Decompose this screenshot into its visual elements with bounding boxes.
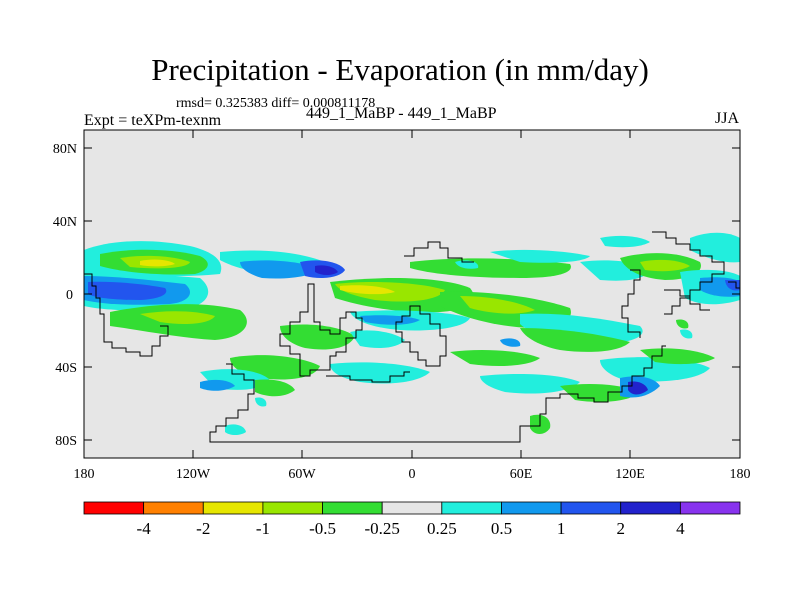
coastline-south-america	[209, 345, 666, 443]
lon-tick-label: 180	[74, 467, 95, 482]
anomaly-patch	[680, 329, 693, 339]
colorbar-swatch	[620, 501, 681, 515]
colorbar-label: -1	[256, 519, 270, 538]
anomaly-patch	[350, 330, 405, 348]
lat-tick-marks	[84, 147, 740, 441]
lat-tick-label: 40N	[53, 215, 77, 230]
anomaly-patch	[225, 424, 246, 435]
anomaly-patch	[88, 281, 167, 300]
anomaly-patch	[628, 381, 648, 395]
coastlines	[84, 231, 740, 443]
anomaly-patch	[690, 232, 740, 263]
colorbar-label: 4	[676, 519, 685, 538]
lat-tick-label: 80S	[55, 434, 77, 449]
lon-tick-label: 180	[730, 467, 751, 482]
anomaly-patch	[640, 259, 690, 272]
coastline-americas	[84, 273, 169, 357]
anomaly-patch	[200, 379, 235, 391]
experiment-label: Expt = teXPm-texnm	[84, 112, 222, 129]
lon-tick-marks	[192, 130, 631, 458]
lat-tick-label: 0	[66, 288, 73, 303]
plot-title: Precipitation - Evaporation (in mm/day)	[151, 52, 649, 87]
anomaly-patch	[676, 319, 689, 329]
anomaly-patch	[240, 260, 320, 279]
colorbar-label: 0.5	[491, 519, 512, 538]
colorbar-label: 2	[616, 519, 625, 538]
colorbar-swatch	[560, 501, 622, 515]
lon-tick-label: 0	[409, 467, 416, 482]
coastline-north	[404, 241, 474, 263]
colorbar-label: 0.25	[427, 519, 457, 538]
coastline-africa	[395, 305, 447, 367]
anomaly-patch	[255, 379, 295, 397]
colorbar-swatch	[381, 501, 443, 515]
anomaly-patch	[520, 328, 630, 352]
coastline-pacific-islands	[664, 289, 710, 311]
colorbar-swatch	[262, 501, 323, 515]
lon-tick-label: 60W	[288, 467, 316, 482]
anomaly-patch	[640, 348, 715, 365]
anomaly-patch	[280, 324, 355, 350]
anomaly-patch	[490, 249, 590, 263]
lon-tick-label: 120E	[615, 467, 645, 482]
anomaly-patch	[450, 350, 540, 366]
colorbar-label: -2	[196, 519, 210, 538]
colorbar-label: -0.5	[309, 519, 336, 538]
coastline-east-edge	[728, 281, 740, 289]
anomaly-patch	[600, 235, 650, 248]
run-label: 449_1_MaBP - 449_1_MaBP	[306, 105, 497, 122]
stats-label: rmsd= 0.325383 diff= 0.000811178	[176, 96, 376, 111]
lon-tick-label: 60E	[510, 467, 533, 482]
lon-tick-label: 120W	[176, 467, 211, 482]
colorbar-label: -4	[137, 519, 152, 538]
colorbar: -4 -2 -1 -0.5 -0.25 0.25 0.5 1 2 4	[83, 501, 741, 538]
colorbar-swatch	[83, 501, 145, 515]
lat-tick-label: 80N	[53, 142, 77, 157]
anomaly-patch	[360, 315, 420, 325]
colorbar-swatch	[441, 501, 502, 515]
lat-tick-label: 40S	[55, 361, 77, 376]
season-label: JJA	[715, 110, 740, 127]
coastline-north-east	[652, 231, 725, 315]
anomaly-patch	[410, 258, 571, 278]
anomaly-patch	[460, 296, 535, 314]
anomaly-field	[84, 232, 740, 435]
anomaly-patch	[500, 338, 521, 347]
anomaly-patch	[255, 397, 267, 407]
colorbar-swatch	[501, 501, 562, 515]
colorbar-swatch	[202, 501, 264, 515]
anomaly-patch	[315, 265, 338, 275]
coastline-south-shelf	[326, 371, 410, 383]
anomaly-patch	[140, 311, 215, 324]
colorbar-label: 1	[557, 519, 566, 538]
anomaly-patch	[140, 259, 175, 267]
colorbar-label: -0.25	[364, 519, 399, 538]
colorbar-swatch	[322, 501, 383, 515]
coastline-asia	[621, 269, 641, 338]
coastline-island	[279, 283, 363, 377]
anomaly-patch	[330, 362, 430, 384]
anomaly-patch	[340, 285, 395, 295]
colorbar-swatch	[143, 501, 204, 515]
anomaly-patch	[480, 374, 580, 394]
colorbar-swatch	[679, 501, 741, 515]
